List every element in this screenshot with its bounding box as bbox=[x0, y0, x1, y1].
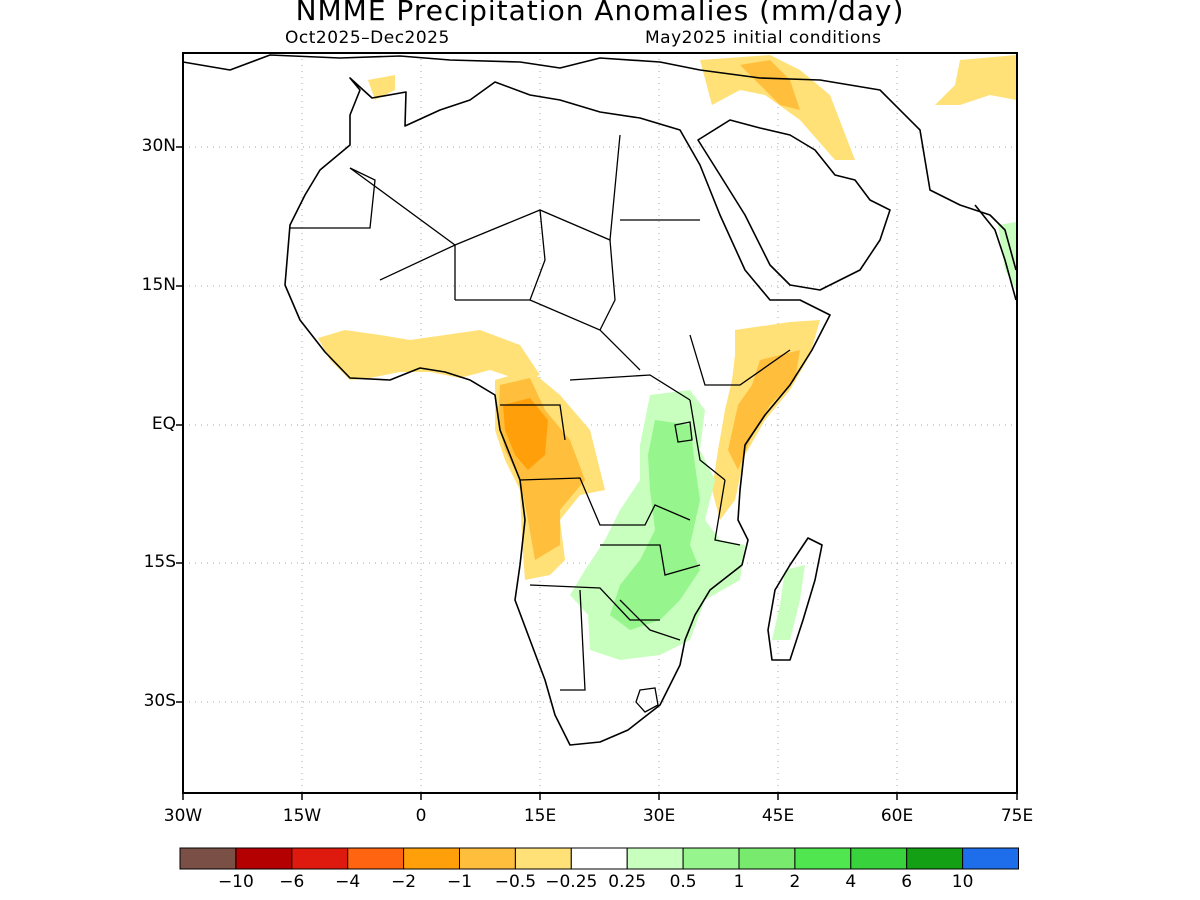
initial-conditions: May2025 initial conditions bbox=[645, 28, 882, 48]
colorbar-label: 1 bbox=[733, 872, 745, 892]
lon-label-15e: 15E bbox=[523, 806, 557, 826]
north-africa-coast-dry bbox=[368, 75, 395, 100]
gabon-congo-dry-max bbox=[503, 398, 548, 470]
lon-label-15w: 15W bbox=[282, 806, 322, 826]
colorbar-swatch bbox=[906, 847, 964, 870]
central-asia-dry bbox=[935, 55, 1016, 105]
lat-label-15s: 15S bbox=[143, 552, 176, 572]
lat-label-30n: 30N bbox=[141, 136, 176, 156]
map-frame bbox=[182, 52, 1018, 794]
india-wet bbox=[998, 222, 1016, 290]
colorbar-swatch bbox=[850, 847, 908, 870]
colorbar-label: 6 bbox=[901, 872, 913, 892]
colorbar-label: −6 bbox=[279, 872, 305, 892]
colorbar-swatch bbox=[403, 847, 461, 870]
lon-label-60e: 60E bbox=[880, 806, 914, 826]
colorbar-swatch bbox=[291, 847, 349, 870]
colorbar-label: 4 bbox=[845, 872, 857, 892]
colorbar-label: −0.25 bbox=[545, 872, 598, 892]
lon-label-45e: 45E bbox=[761, 806, 795, 826]
europe-asia-coast bbox=[182, 54, 1017, 271]
lon-label-75e: 75E bbox=[1000, 806, 1034, 826]
colorbar-label: −2 bbox=[391, 872, 417, 892]
gridlines bbox=[183, 53, 1017, 793]
east-africa-dry-core bbox=[728, 350, 800, 470]
colorbar-swatch bbox=[514, 847, 572, 870]
colorbar-swatch bbox=[459, 847, 516, 870]
colorbar-label: 0.25 bbox=[608, 872, 647, 892]
colorbar-swatch bbox=[626, 847, 684, 870]
lon-label-30w: 30W bbox=[163, 806, 203, 826]
colorbar-swatch bbox=[179, 847, 237, 870]
colorbar-swatch bbox=[794, 847, 852, 870]
lesotho-border bbox=[635, 687, 659, 713]
axis-ticks bbox=[176, 146, 1018, 800]
map-title: NMME Precipitation Anomalies (mm/day) bbox=[295, 0, 905, 27]
middle-east-dry-core bbox=[740, 60, 800, 110]
east-africa-dry bbox=[712, 320, 820, 520]
country-borders bbox=[290, 134, 791, 713]
southern-africa-wet-core bbox=[610, 420, 700, 630]
lon-label-30e: 30E bbox=[642, 806, 676, 826]
lat-label-30s: 30S bbox=[143, 691, 176, 711]
colorbar-swatch bbox=[235, 847, 293, 870]
africa-coastline bbox=[284, 77, 831, 746]
arabia-coastline bbox=[697, 119, 891, 291]
colorbar-label: −0.5 bbox=[494, 872, 537, 892]
colorbar-swatch bbox=[738, 847, 796, 870]
colorbar-swatch bbox=[570, 847, 628, 870]
lat-label-15n: 15N bbox=[141, 275, 176, 295]
madagascar-coastline bbox=[767, 537, 823, 661]
forecast-period: Oct2025–Dec2025 bbox=[285, 28, 450, 48]
lake-victoria bbox=[674, 421, 693, 443]
wet-anomalies bbox=[570, 222, 1016, 660]
lon-label-0: 0 bbox=[415, 806, 427, 826]
colorbar-label: −10 bbox=[217, 872, 254, 892]
middle-east-dry bbox=[700, 55, 855, 160]
west-africa-dry bbox=[318, 330, 540, 380]
colorbar-label: 0.5 bbox=[669, 872, 697, 892]
colorbar-label: −1 bbox=[446, 872, 473, 892]
colorbar-label: 10 bbox=[951, 872, 974, 892]
colorbar bbox=[179, 847, 1019, 870]
colorbar-swatch bbox=[682, 847, 740, 870]
india-coastline bbox=[974, 204, 1017, 301]
colorbar-label: 2 bbox=[789, 872, 801, 892]
colorbar-swatch bbox=[962, 847, 1019, 870]
lat-label-eq: EQ bbox=[151, 414, 176, 434]
madagascar-wet bbox=[772, 565, 805, 640]
coastlines bbox=[182, 54, 1017, 746]
colorbar-label: −4 bbox=[335, 872, 361, 892]
colorbar-swatch bbox=[347, 847, 405, 870]
dry-anomalies bbox=[318, 55, 1016, 580]
